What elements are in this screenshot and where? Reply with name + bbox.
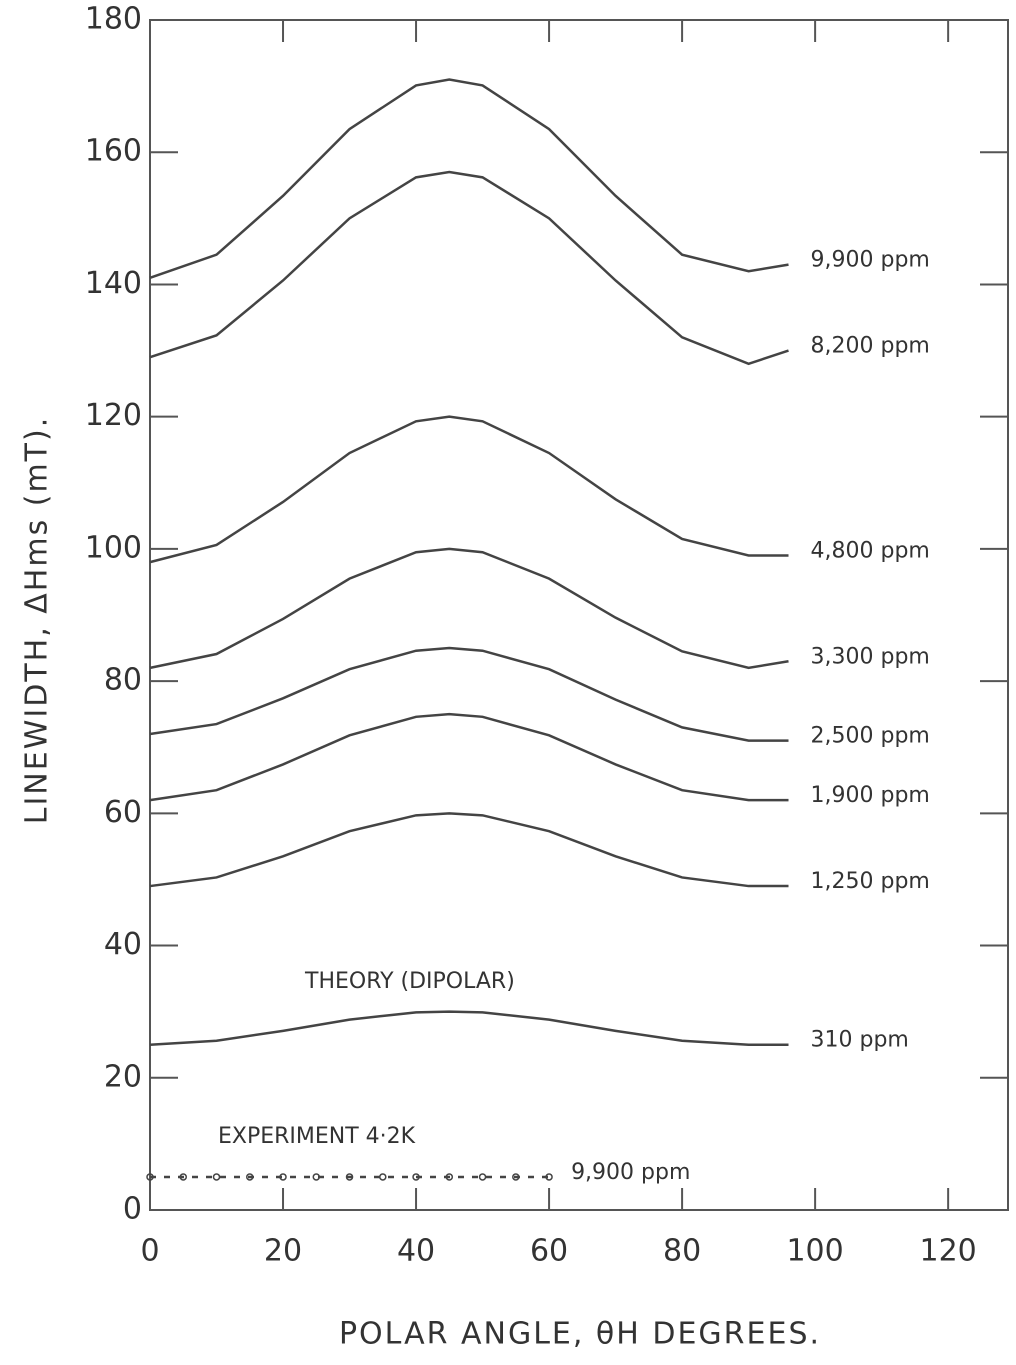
series-label: 1,900 ppm <box>811 783 930 808</box>
annotation: THEORY (DIPOLAR) <box>304 969 515 994</box>
data-point <box>445 1173 454 1181</box>
x-tick-label: 60 <box>530 1234 568 1269</box>
y-tick-label: 40 <box>104 927 142 962</box>
y-tick-label: 140 <box>85 266 142 301</box>
y-axis-label: LINEWIDTH, ΔHms (mT). <box>20 416 55 825</box>
data-point <box>146 1173 154 1181</box>
series-line <box>149 646 789 742</box>
series-label: 9,900 ppm <box>571 1160 690 1185</box>
y-tick-label: 80 <box>104 663 142 698</box>
x-tick-label: 0 <box>140 1234 159 1269</box>
y-tick-label: 160 <box>85 134 142 169</box>
series-line <box>149 1010 789 1046</box>
series-line <box>149 170 789 366</box>
series-line <box>149 78 789 280</box>
series-label: 3,300 ppm <box>811 644 930 669</box>
y-tick-label: 100 <box>85 530 142 565</box>
series-line <box>149 812 789 888</box>
data-point <box>379 1173 387 1181</box>
series-label: 310 ppm <box>811 1028 909 1053</box>
y-tick-label: 180 <box>85 2 142 37</box>
data-point <box>545 1173 553 1181</box>
series-label: 9,900 ppm <box>811 248 930 273</box>
data-point <box>279 1173 287 1181</box>
x-tick-label: 20 <box>264 1234 302 1269</box>
y-tick-label: 20 <box>104 1059 142 1094</box>
data-point <box>246 1173 254 1181</box>
series-line <box>149 547 789 670</box>
series-label: 2,500 ppm <box>811 724 930 749</box>
data-point <box>512 1173 520 1181</box>
x-axis-label: POLAR ANGLE, θH DEGREES. <box>339 1317 821 1352</box>
x-tick-label: 120 <box>920 1234 977 1269</box>
data-point <box>412 1173 420 1181</box>
series-line <box>149 415 789 564</box>
y-tick-label: 60 <box>104 795 142 830</box>
y-tick-label: 0 <box>123 1192 142 1227</box>
series-label: 1,250 ppm <box>811 869 930 894</box>
data-point <box>312 1173 321 1181</box>
x-tick-label: 100 <box>786 1234 843 1269</box>
series-label: 4,800 ppm <box>811 539 930 564</box>
data-point <box>212 1173 221 1181</box>
data-point <box>179 1173 188 1181</box>
y-tick-label: 120 <box>85 398 142 433</box>
series-line <box>149 712 789 802</box>
series-label: 8,200 ppm <box>811 334 930 359</box>
x-tick-label: 40 <box>397 1234 435 1269</box>
annotation: EXPERIMENT 4·2K <box>218 1124 416 1149</box>
x-tick-label: 80 <box>663 1234 701 1269</box>
plot-frame <box>149 19 1009 1211</box>
data-point <box>345 1173 354 1181</box>
data-point <box>478 1173 487 1181</box>
